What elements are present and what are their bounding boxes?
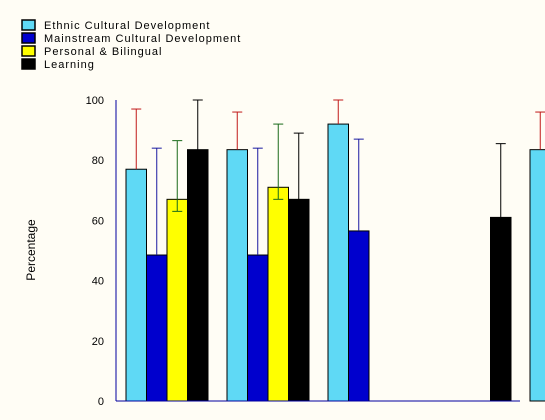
bar (267, 186, 289, 402)
bar (288, 198, 310, 402)
y-tick-label: 20 (92, 336, 104, 348)
bar (125, 168, 147, 402)
bars (125, 123, 545, 402)
bar (327, 123, 349, 402)
legend-label: Learning (44, 59, 95, 71)
legend-swatch (21, 45, 36, 57)
bar (166, 198, 188, 402)
bar (490, 216, 512, 402)
bar (226, 149, 248, 402)
legend-label: Personal & Bilingual (44, 46, 162, 58)
y-tick-label: 60 (92, 215, 104, 227)
y-tick-label: 100 (86, 95, 104, 107)
legend-swatch (21, 58, 36, 70)
y-tick-label: 0 (98, 396, 104, 408)
bar (529, 149, 545, 402)
legend-swatch (21, 19, 36, 31)
bar (247, 254, 269, 402)
y-tick-label: 40 (92, 276, 104, 288)
y-tick-label: 80 (92, 155, 104, 167)
y-axis-label: Percentage (24, 219, 38, 281)
legend-label: Ethnic Cultural Development (44, 20, 210, 32)
bar (348, 230, 370, 402)
error-bars (131, 99, 545, 256)
bar (187, 149, 209, 402)
axes: 0 20 40 60 80 100 (86, 95, 520, 408)
bar (146, 254, 168, 402)
legend-label: Mainstream Cultural Development (44, 33, 241, 45)
legend-swatch (21, 32, 36, 44)
